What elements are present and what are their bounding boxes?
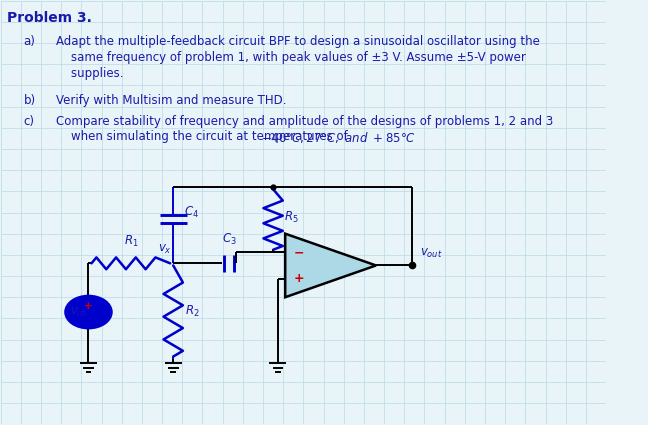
Text: $C_4$: $C_4$ [184, 205, 199, 220]
Text: $R_5$: $R_5$ [284, 210, 299, 225]
Text: $v_{in}$: $v_{in}$ [69, 306, 86, 319]
Text: +: + [293, 272, 304, 285]
Text: when simulating the circuit at temperatures of: when simulating the circuit at temperatu… [56, 130, 356, 143]
Text: Verify with Multisim and measure THD.: Verify with Multisim and measure THD. [56, 94, 287, 107]
Text: −: − [84, 313, 93, 323]
Text: −: − [294, 246, 304, 259]
Text: $R_1$: $R_1$ [124, 233, 138, 249]
Text: $C_3$: $C_3$ [222, 232, 237, 247]
Text: Adapt the multiple-feedback circuit BPF to design a sinusoidal oscillator using : Adapt the multiple-feedback circuit BPF … [56, 34, 540, 79]
Text: $-40°C, 27°C,\ \mathit{and}\ +85°C$: $-40°C, 27°C,\ \mathit{and}\ +85°C$ [261, 130, 416, 145]
Text: a): a) [24, 34, 36, 48]
Text: c): c) [24, 115, 35, 128]
Text: +: + [84, 301, 93, 311]
Circle shape [65, 296, 111, 328]
Text: $v_{out}$: $v_{out}$ [420, 247, 443, 261]
Text: $v_x$: $v_x$ [158, 243, 172, 256]
Text: Problem 3.: Problem 3. [6, 11, 91, 25]
Text: Compare stability of frequency and amplitude of the designs of problems 1, 2 and: Compare stability of frequency and ampli… [56, 115, 553, 128]
Polygon shape [285, 234, 376, 297]
Text: b): b) [24, 94, 36, 107]
Text: $R_2$: $R_2$ [185, 303, 200, 319]
